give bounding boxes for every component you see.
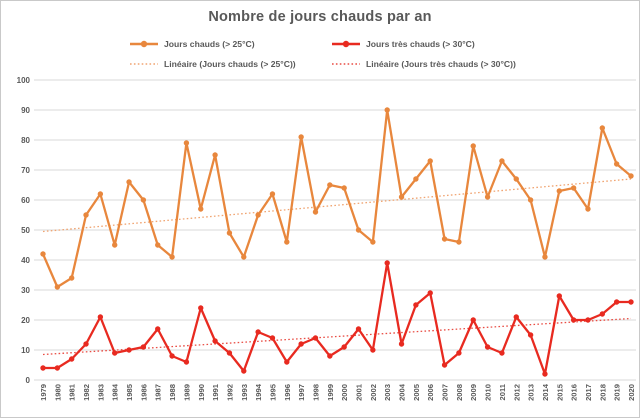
svg-text:2000: 2000 — [340, 384, 349, 401]
svg-text:30: 30 — [21, 286, 30, 295]
svg-text:1987: 1987 — [154, 384, 163, 401]
svg-text:2009: 2009 — [469, 384, 478, 401]
svg-text:1998: 1998 — [311, 384, 320, 401]
svg-text:2006: 2006 — [426, 384, 435, 401]
legend-item-lineaire-jours-tres-chauds: Linéaire (Jours très chauds (> 30°C)) — [331, 58, 516, 70]
svg-text:1999: 1999 — [326, 384, 335, 401]
svg-text:2014: 2014 — [541, 383, 550, 401]
legend-label: Linéaire (Jours très chauds (> 30°C)) — [366, 59, 516, 69]
svg-text:2010: 2010 — [484, 384, 493, 401]
svg-text:1979: 1979 — [39, 384, 48, 401]
svg-text:1992: 1992 — [225, 384, 234, 401]
series-1 — [40, 260, 634, 377]
svg-text:2001: 2001 — [355, 383, 364, 401]
svg-text:1985: 1985 — [125, 383, 134, 401]
svg-text:80: 80 — [21, 136, 30, 145]
svg-text:1989: 1989 — [182, 384, 191, 401]
svg-text:90: 90 — [21, 106, 30, 115]
svg-text:1981: 1981 — [68, 383, 77, 401]
svg-text:1980: 1980 — [53, 384, 62, 401]
svg-text:2016: 2016 — [570, 384, 579, 401]
trendline-0 — [42, 178, 632, 233]
legend-swatch-lineaire-chauds-icon — [130, 63, 158, 65]
svg-text:1983: 1983 — [96, 384, 105, 401]
legend-item-lineaire-jours-chauds: Linéaire (Jours chauds (> 25°C)) — [129, 58, 296, 70]
svg-text:2003: 2003 — [383, 384, 392, 401]
x-axis-labels: 1979 1980 1981 1982 1983 1984 1985 1986 1987 1988… — [39, 383, 636, 401]
svg-text:10: 10 — [21, 346, 30, 355]
svg-text:1988: 1988 — [168, 384, 177, 401]
svg-text:2012: 2012 — [512, 384, 521, 401]
svg-text:2007: 2007 — [441, 384, 450, 401]
legend-label: Jours très chauds (> 30°C) — [366, 39, 475, 49]
svg-text:60: 60 — [21, 196, 30, 205]
legend-item-jours-tres-chauds: Jours très chauds (> 30°C) — [331, 38, 475, 50]
svg-text:1990: 1990 — [197, 384, 206, 401]
legend-swatch-jours-tres-chauds-icon — [332, 40, 360, 48]
svg-text:70: 70 — [21, 166, 30, 175]
svg-text:2013: 2013 — [527, 384, 536, 401]
legend-label: Linéaire (Jours chauds (> 25°C)) — [164, 59, 296, 69]
svg-text:40: 40 — [21, 256, 30, 265]
legend-swatch-jours-chauds-icon — [130, 40, 158, 48]
svg-text:1995: 1995 — [268, 383, 277, 401]
svg-text:2015: 2015 — [555, 383, 564, 401]
svg-text:100: 100 — [17, 76, 31, 85]
svg-text:2019: 2019 — [613, 384, 622, 401]
chart-title: Nombre de jours chauds par an — [208, 9, 432, 25]
legend-swatch-lineaire-tres-chauds-icon — [332, 63, 360, 65]
svg-text:2018: 2018 — [598, 384, 607, 401]
svg-text:2002: 2002 — [369, 384, 378, 401]
svg-text:2020: 2020 — [627, 384, 636, 401]
svg-text:20: 20 — [21, 316, 30, 325]
legend-label: Jours chauds (> 25°C) — [164, 39, 255, 49]
svg-text:1997: 1997 — [297, 384, 306, 401]
svg-text:1984: 1984 — [111, 383, 120, 401]
svg-text:2011: 2011 — [498, 383, 507, 400]
svg-text:0: 0 — [26, 376, 31, 385]
svg-text:2005: 2005 — [412, 383, 421, 401]
svg-text:1982: 1982 — [82, 384, 91, 401]
svg-text:2004: 2004 — [398, 383, 407, 401]
gridlines — [34, 79, 636, 381]
svg-text:1994: 1994 — [254, 383, 263, 401]
svg-text:1986: 1986 — [139, 384, 148, 401]
svg-text:1993: 1993 — [240, 384, 249, 401]
y-axis-labels: 0 10 20 30 40 50 60 70 80 90 100 — [17, 76, 31, 385]
svg-text:1996: 1996 — [283, 384, 292, 401]
svg-text:50: 50 — [21, 226, 30, 235]
svg-text:1991: 1991 — [211, 383, 220, 401]
series-0 — [40, 107, 634, 290]
svg-text:2008: 2008 — [455, 384, 464, 401]
svg-text:2017: 2017 — [584, 384, 593, 401]
legend-item-jours-chauds: Jours chauds (> 25°C) — [129, 38, 255, 50]
